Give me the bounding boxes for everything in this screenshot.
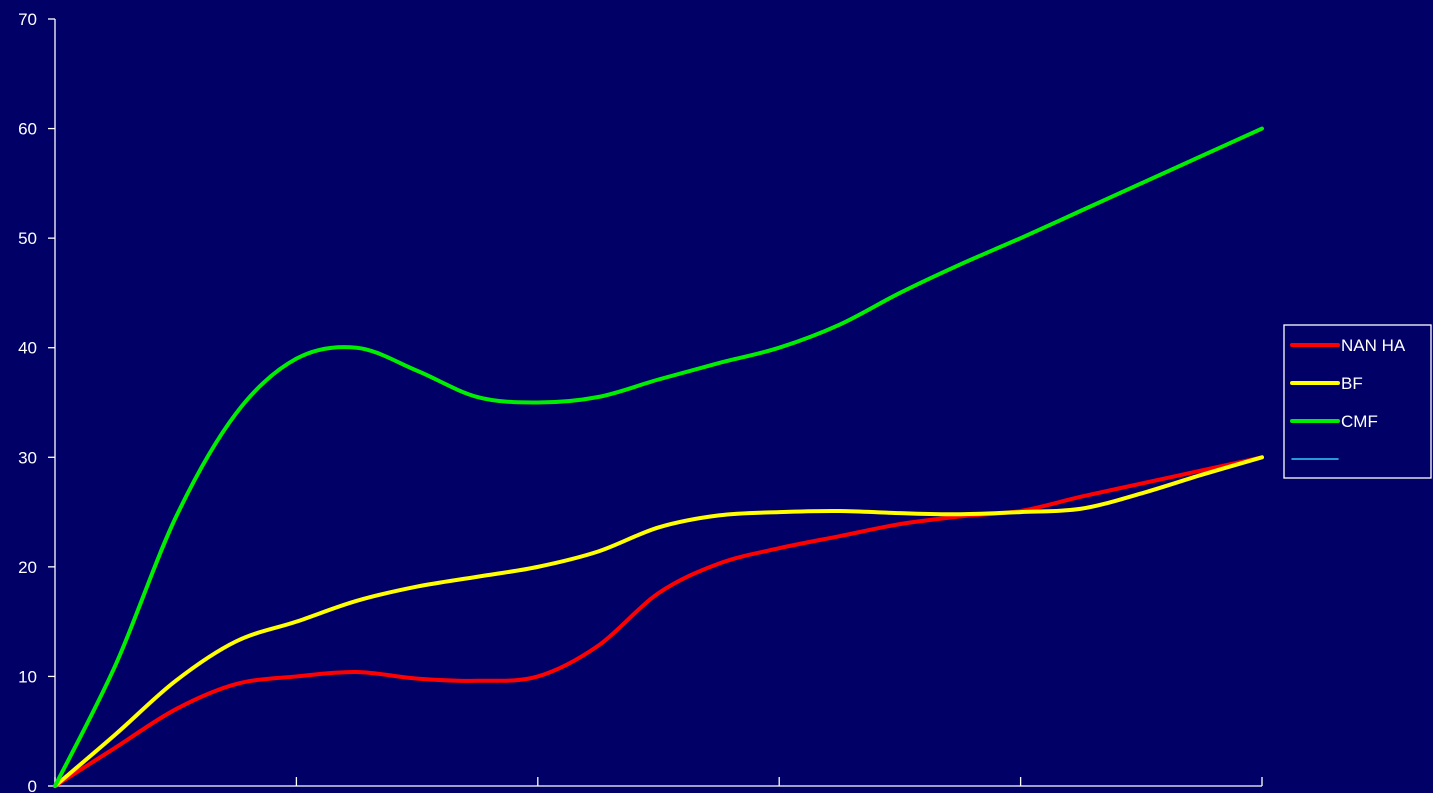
- y-tick-label: 20: [18, 558, 37, 577]
- series-lines: [53, 126, 1264, 788]
- y-axis: 0 10 20 30 40 50 60 70: [18, 10, 56, 793]
- y-tick-label: 50: [18, 229, 37, 248]
- y-tick-label: 10: [18, 667, 37, 686]
- y-tick-label: 60: [18, 120, 37, 139]
- y-tick-label: 0: [28, 777, 37, 793]
- series-line-bf: [53, 455, 1264, 788]
- legend-label: BF: [1341, 374, 1363, 393]
- legend-label: NAN HA: [1341, 336, 1406, 355]
- series-line-cmf: [53, 126, 1264, 788]
- y-tick-label: 70: [18, 10, 37, 29]
- x-axis: [54, 777, 1263, 787]
- legend: NAN HA BF CMF: [1283, 324, 1432, 479]
- legend-label: CMF: [1341, 412, 1378, 431]
- y-tick-label: 30: [18, 448, 37, 467]
- legend-box: [1283, 324, 1432, 479]
- y-tick-label: 40: [18, 339, 37, 358]
- series-line-nan-ha: [53, 455, 1264, 788]
